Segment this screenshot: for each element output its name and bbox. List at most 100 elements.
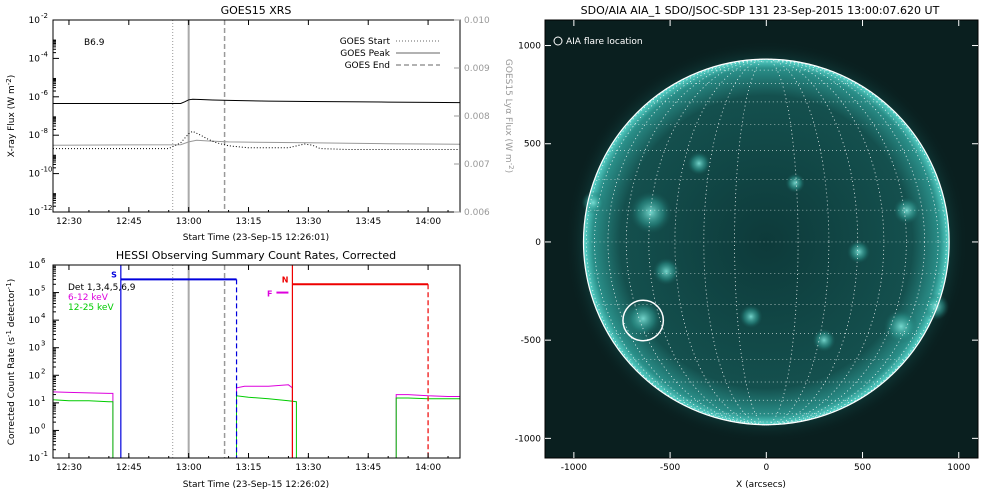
aia-bright-region [883, 309, 919, 344]
aia-bright-region [812, 328, 836, 352]
y-tick-exponent: 1 [41, 395, 45, 403]
aia-bright-region [652, 257, 680, 285]
x-tick-label: 14:00 [415, 217, 441, 227]
hessi-series-group [53, 265, 460, 458]
goes-y2label: GOES15 Lyα Flux (W m-2) [503, 59, 515, 173]
x-tick-label: 13:45 [355, 217, 381, 227]
goes-ylabel: X-ray Flux (W m-2) [5, 75, 17, 157]
y2-tick-label: 0.008 [464, 112, 490, 122]
aia-title: SDO/AIA AIA_1 SDO/JSOC-SDP 131 23-Sep-20… [581, 4, 940, 17]
aia-grid-longitude [594, 58, 939, 426]
y-tick-exponent: 4 [41, 312, 46, 320]
aia-annotation-text: AIA flare location [566, 37, 643, 47]
x-tick-label: 13:15 [236, 217, 262, 227]
hessi-flag-label: F [267, 290, 272, 299]
y-tick-label: 10 [29, 399, 41, 409]
aia-bright-region [847, 240, 871, 264]
x-tick-label: 13:15 [236, 463, 262, 473]
y-tick-exponent: 0 [41, 422, 45, 430]
hessi-legend-label: Det 1,3,4,5,6,9 [68, 283, 136, 293]
hessi-x-axis: 12:30 12:45 13:00 13:15 13:30 13:45 14:00 [56, 265, 449, 473]
aia-bright-region [785, 173, 805, 193]
aia-xlabel: X (arcsecs) [736, 480, 786, 490]
aia-bright-region [687, 151, 711, 175]
aia-grid-longitude [734, 58, 799, 426]
aia-grid-longitude [674, 58, 859, 426]
y-tick-exponent: -6 [41, 89, 49, 97]
x-tick-label: 14:00 [415, 463, 441, 473]
y-tick-exponent: -2 [41, 12, 48, 20]
aia-x-tick-label: 0 [763, 463, 769, 473]
aia-y-tick-label: 1000 [518, 42, 541, 52]
aia-y-tick-label: -1000 [515, 434, 541, 444]
aia-bright-region [739, 305, 763, 329]
x-tick-label: 13:30 [295, 217, 321, 227]
aia-y-axis: 1000 500 0 -500 -1000 [515, 42, 978, 444]
hessi-legend-label: 12-25 keV [68, 303, 114, 313]
aia-bright-regions [581, 151, 950, 352]
x-tick-label: 13:00 [176, 217, 202, 227]
aia-x-tick-label: 500 [854, 463, 871, 473]
goes-series-line [53, 130, 460, 150]
aia-y-tick-label: 500 [524, 140, 541, 150]
hessi-series-line [53, 395, 460, 458]
x-tick-label: 13:30 [295, 463, 321, 473]
y2-tick-label: 0.007 [464, 160, 490, 170]
hessi-title: HESSI Observing Summary Count Rates, Cor… [116, 249, 396, 262]
aia-limb [582, 58, 950, 426]
aia-annotation-marker [553, 36, 563, 46]
aia-disk [583, 59, 950, 425]
hessi-flag-label: S [111, 270, 117, 279]
y2-tick-label: 0.010 [464, 16, 490, 26]
goes-legend-label: GOES Peak [340, 49, 390, 59]
hessi-panel: HESSI Observing Summary Count Rates, Cor… [5, 249, 461, 490]
aia-x-tick-label: 1000 [947, 463, 970, 473]
y-tick-label: 10 [29, 454, 41, 464]
aia-grid-longitude [648, 58, 885, 426]
goes-class-annotation: B6.9 [84, 38, 105, 48]
y-tick-exponent: -1 [41, 450, 48, 458]
aia-flare-circle [622, 299, 665, 342]
aia-x-axis: -1000 -500 0 500 1000 [561, 20, 970, 473]
goes-axes-frame [52, 19, 461, 213]
x-tick-label: 12:45 [116, 217, 142, 227]
y-tick-label: 10 [29, 344, 41, 354]
y-tick-label: 10 [29, 170, 41, 180]
y-tick-label: 10 [29, 93, 41, 103]
goes-series-group [53, 20, 460, 212]
y-tick-exponent: -12 [41, 204, 52, 212]
y-tick-label: 10 [29, 54, 41, 64]
x-tick-label: 12:30 [56, 217, 82, 227]
aia-bright-region [629, 191, 673, 234]
goes-series-line [53, 139, 460, 146]
y-tick-label: 10 [29, 131, 41, 141]
goes-legend: GOES Start GOES Peak GOES End [340, 37, 440, 71]
x-tick-label: 13:00 [176, 463, 202, 473]
y-tick-exponent: 2 [41, 367, 45, 375]
y-tick-label: 10 [29, 16, 41, 26]
y-tick-exponent: 5 [41, 285, 45, 293]
aia-image [565, 40, 968, 444]
goes-legend-label: GOES Start [340, 37, 391, 47]
aia-x-tick-label: -500 [660, 463, 681, 473]
goes-legend-label: GOES End [345, 61, 390, 71]
y-tick-exponent: -4 [41, 50, 49, 58]
y-tick-label: 10 [29, 316, 41, 326]
aia-x-tick-label: -1000 [561, 463, 587, 473]
goes-xlabel: Start Time (23-Sep-15 12:26:01) [183, 233, 329, 243]
aia-bright-region [624, 300, 662, 337]
y-tick-label: 10 [29, 261, 41, 271]
goes-series-line [53, 98, 460, 104]
aia-y-tick-label: 0 [535, 238, 541, 248]
aia-bright-region [581, 191, 605, 215]
y-tick-label: 10 [29, 208, 41, 218]
goes-y2-axis: 0.010 0.009 0.008 0.007 0.006 [454, 16, 490, 218]
y-tick-exponent: 6 [41, 257, 46, 265]
y-tick-exponent: 3 [41, 340, 45, 348]
y-tick-label: 10 [29, 289, 41, 299]
hessi-flag-label: N [282, 275, 289, 284]
aia-axes-frame [544, 19, 979, 459]
y2-tick-label: 0.006 [464, 208, 490, 218]
